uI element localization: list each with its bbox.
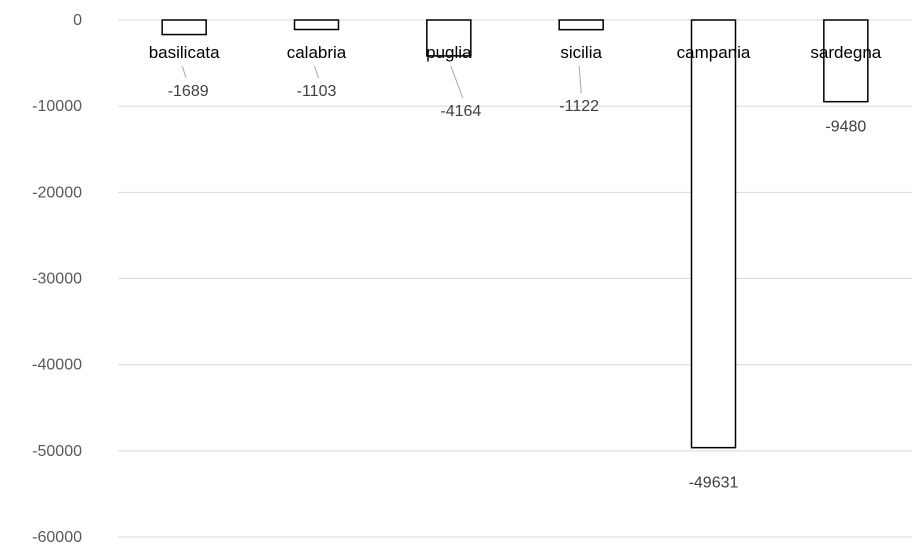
data-label-leader (578, 65, 582, 94)
data-label-leader (450, 65, 464, 99)
category-label-campania: campania (677, 43, 751, 62)
bars (161, 19, 869, 449)
y-axis-tick-labels: 0 -10000 -20000 -30000 -40000 -50000 -60000 (32, 12, 82, 546)
y-tick-label: -20000 (32, 184, 82, 201)
bar-basilicata (161, 19, 207, 36)
y-tick-label: -40000 (32, 357, 82, 374)
data-label-campania: -49631 (689, 475, 739, 492)
data-label-sicilia: -1122 (559, 98, 599, 115)
category-labels: basilicata calabria puglia sicilia campania s… (149, 43, 882, 62)
category-label-sicilia: sicilia (560, 43, 602, 62)
category-label-puglia: puglia (426, 43, 472, 62)
data-label-basilicata: -1689 (168, 83, 209, 100)
gridlines (118, 19, 912, 538)
data-label-puglia: -4164 (440, 103, 481, 120)
bar-calabria (293, 19, 340, 31)
bar-sardegna (823, 19, 869, 103)
bar-campania (690, 19, 737, 449)
category-label-sardegna: sardegna (810, 43, 881, 62)
y-tick-label: -30000 (32, 271, 82, 288)
y-tick-label: -10000 (32, 98, 82, 115)
bar-puglia (426, 19, 472, 57)
data-label-leader (314, 65, 319, 79)
bar-sicilia (558, 19, 604, 31)
data-label-leaders (181, 65, 582, 99)
y-tick-label: -50000 (32, 443, 82, 460)
y-tick-label: 0 (73, 12, 82, 29)
data-labels: -1689 -1103 -4164 -1122 -49631 -9480 (168, 83, 867, 492)
category-label-basilicata: basilicata (149, 43, 220, 62)
data-label-leader (181, 65, 187, 79)
data-label-calabria: -1103 (297, 83, 337, 100)
data-label-sardegna: -9480 (825, 119, 866, 136)
category-label-calabria: calabria (287, 43, 347, 62)
y-tick-label: -60000 (32, 529, 82, 546)
